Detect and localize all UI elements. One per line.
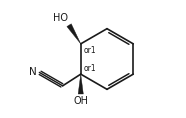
Text: HO: HO — [54, 13, 68, 23]
Text: or1: or1 — [84, 64, 96, 73]
Text: or1: or1 — [84, 46, 96, 55]
Text: OH: OH — [74, 96, 89, 106]
Polygon shape — [78, 74, 83, 94]
Polygon shape — [67, 24, 81, 44]
Text: N: N — [30, 67, 37, 77]
